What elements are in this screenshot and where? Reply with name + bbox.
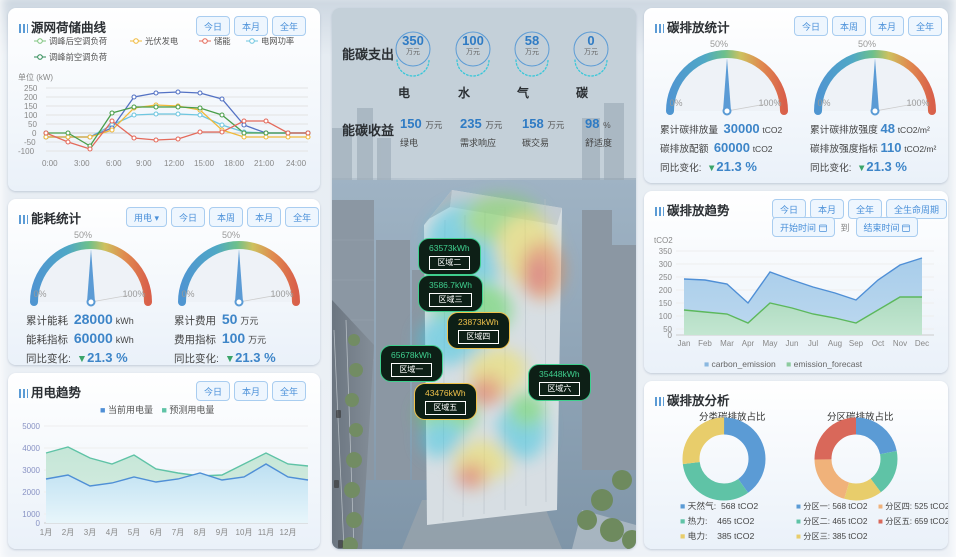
svg-text:Aug: Aug: [828, 339, 842, 348]
svg-text:2000: 2000: [22, 488, 40, 497]
svg-text:18:00: 18:00: [224, 159, 245, 168]
svg-text:11月: 11月: [258, 528, 274, 537]
svg-text:15:00: 15:00: [194, 159, 215, 168]
svg-text:3月: 3月: [84, 528, 96, 537]
svg-text:250: 250: [659, 273, 673, 282]
svg-text:-50: -50: [24, 138, 36, 147]
svg-text:1000: 1000: [22, 510, 40, 519]
svg-text:Oct: Oct: [872, 339, 885, 348]
svg-text:Apr: Apr: [742, 339, 755, 348]
svg-text:100: 100: [24, 111, 38, 120]
svg-text:300: 300: [659, 260, 673, 269]
svg-text:单位 (kW): 单位 (kW): [18, 72, 53, 82]
svg-text:50%: 50%: [74, 230, 92, 240]
svg-text:Dec: Dec: [915, 339, 929, 348]
svg-text:5000: 5000: [22, 422, 40, 431]
svg-text:调峰后空调负荷: 调峰后空调负荷: [49, 37, 107, 46]
svg-text:6:00: 6:00: [106, 159, 122, 168]
svg-text:350: 350: [659, 247, 673, 256]
svg-text:21:00: 21:00: [254, 159, 275, 168]
svg-text:100%: 100%: [122, 289, 145, 299]
svg-text:9:00: 9:00: [136, 159, 152, 168]
svg-text:100%: 100%: [906, 98, 929, 108]
svg-text:Nov: Nov: [893, 339, 907, 348]
svg-text:tCO2: tCO2: [654, 236, 673, 245]
svg-text:150: 150: [24, 102, 38, 111]
svg-text:0%: 0%: [669, 98, 682, 108]
svg-text:8月: 8月: [194, 528, 206, 537]
svg-text:12月: 12月: [280, 528, 297, 537]
svg-text:储能: 储能: [214, 37, 231, 46]
svg-text:9月: 9月: [216, 528, 228, 537]
svg-text:0: 0: [668, 331, 673, 340]
svg-text:0: 0: [36, 519, 41, 528]
svg-text:10月: 10月: [236, 528, 253, 537]
svg-text:4000: 4000: [22, 444, 40, 453]
svg-text:Jun: Jun: [786, 339, 799, 348]
svg-text:0:00: 0:00: [42, 159, 58, 168]
svg-text:2月: 2月: [62, 528, 74, 537]
svg-text:调峰前空调负荷: 调峰前空调负荷: [49, 52, 107, 62]
svg-text:100%: 100%: [758, 98, 781, 108]
svg-text:6月: 6月: [150, 528, 162, 537]
svg-text:100: 100: [659, 312, 673, 321]
svg-text:200: 200: [659, 286, 673, 295]
svg-text:200: 200: [24, 93, 38, 102]
svg-text:0%: 0%: [817, 98, 830, 108]
svg-text:电网功率: 电网功率: [261, 37, 294, 46]
svg-text:4月: 4月: [106, 528, 118, 537]
svg-text:光伏发电: 光伏发电: [145, 37, 178, 46]
svg-text:250: 250: [24, 84, 38, 93]
svg-text:0: 0: [32, 129, 37, 138]
svg-text:Jul: Jul: [808, 339, 818, 348]
svg-text:-100: -100: [18, 147, 35, 156]
svg-text:100%: 100%: [270, 289, 293, 299]
svg-text:5月: 5月: [128, 528, 140, 537]
svg-text:May: May: [762, 339, 777, 348]
svg-text:Jan: Jan: [678, 339, 691, 348]
svg-text:150: 150: [659, 299, 673, 308]
svg-text:50%: 50%: [858, 39, 876, 49]
svg-text:50: 50: [28, 120, 37, 129]
svg-text:0%: 0%: [33, 289, 46, 299]
svg-text:50%: 50%: [710, 39, 728, 49]
svg-text:3000: 3000: [22, 466, 40, 475]
svg-text:12:00: 12:00: [164, 159, 185, 168]
svg-text:7月: 7月: [172, 528, 184, 537]
svg-text:3:00: 3:00: [74, 159, 90, 168]
svg-text:0%: 0%: [181, 289, 194, 299]
svg-text:50%: 50%: [222, 230, 240, 240]
svg-text:Sep: Sep: [849, 339, 864, 348]
svg-text:24:00: 24:00: [286, 159, 307, 168]
svg-text:Feb: Feb: [698, 339, 712, 348]
svg-text:1月: 1月: [40, 528, 52, 537]
svg-text:Mar: Mar: [720, 339, 734, 348]
